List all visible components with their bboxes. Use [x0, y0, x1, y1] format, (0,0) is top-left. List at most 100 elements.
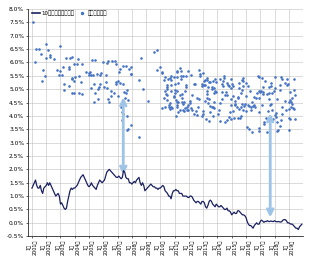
Point: [70, 75, 75, 80]
Point: [203, 117, 208, 121]
Point: [261, 90, 266, 94]
Point: [285, 77, 290, 81]
Point: [272, 112, 277, 117]
Point: [198, 72, 203, 76]
Point: [213, 89, 218, 93]
Point: [278, 118, 283, 122]
Point: [243, 80, 248, 85]
Point: [236, 81, 241, 86]
Point: [290, 96, 294, 101]
Point: [240, 102, 245, 107]
Point: [269, 102, 274, 106]
Point: [186, 69, 191, 73]
Point: [116, 79, 121, 83]
Point: [221, 84, 226, 88]
Point: [90, 58, 95, 62]
Point: [187, 99, 192, 103]
Point: [119, 105, 124, 109]
Point: [237, 116, 242, 120]
Point: [105, 97, 110, 102]
Point: [47, 55, 52, 59]
Point: [115, 94, 120, 98]
Point: [175, 89, 180, 93]
Point: [264, 116, 268, 120]
Point: [185, 108, 190, 112]
Point: [178, 74, 183, 78]
Point: [270, 108, 275, 112]
Point: [189, 93, 194, 97]
Point: [246, 104, 251, 108]
Point: [268, 80, 273, 85]
Point: [288, 105, 293, 110]
Point: [165, 98, 170, 102]
Point: [235, 105, 240, 109]
Point: [173, 82, 178, 86]
Point: [228, 96, 233, 101]
Point: [83, 70, 88, 74]
Point: [168, 78, 173, 82]
Point: [206, 101, 211, 105]
Point: [183, 106, 188, 111]
Point: [274, 120, 279, 124]
Point: [165, 86, 170, 91]
Point: [200, 112, 205, 116]
Point: [239, 78, 244, 82]
Point: [194, 96, 199, 101]
Point: [252, 103, 257, 107]
Point: [221, 79, 226, 83]
Point: [159, 71, 164, 75]
Point: [287, 98, 292, 102]
Point: [292, 107, 297, 111]
Point: [239, 88, 244, 92]
Point: [230, 94, 235, 98]
Point: [195, 113, 200, 117]
Point: [109, 59, 114, 63]
Point: [42, 74, 47, 78]
Point: [259, 103, 264, 107]
Point: [179, 77, 184, 81]
Point: [98, 73, 103, 78]
Point: [254, 91, 259, 95]
Point: [129, 72, 134, 76]
Point: [288, 90, 293, 94]
Point: [95, 97, 100, 101]
Point: [246, 127, 251, 131]
Point: [71, 91, 76, 95]
Point: [146, 99, 151, 103]
Point: [238, 91, 243, 96]
Point: [162, 78, 166, 82]
Point: [207, 119, 212, 123]
Point: [97, 85, 102, 89]
Point: [175, 105, 180, 109]
Point: [199, 113, 204, 118]
Point: [109, 94, 114, 99]
Point: [204, 96, 209, 100]
Point: [124, 128, 129, 133]
Point: [214, 90, 219, 94]
Point: [106, 58, 111, 63]
Point: [264, 130, 269, 134]
Point: [249, 130, 254, 134]
Point: [74, 62, 79, 67]
Point: [287, 117, 292, 122]
Point: [216, 107, 221, 112]
Point: [204, 89, 209, 93]
Point: [196, 97, 201, 102]
Point: [165, 93, 170, 97]
Point: [245, 125, 250, 129]
Point: [60, 73, 64, 77]
Point: [218, 101, 223, 105]
Point: [62, 88, 67, 92]
Point: [167, 101, 172, 105]
Point: [187, 101, 192, 105]
Point: [80, 62, 85, 66]
Point: [223, 120, 228, 124]
Point: [55, 68, 60, 72]
Point: [180, 108, 185, 113]
Point: [169, 105, 174, 109]
Point: [61, 82, 66, 86]
Point: [258, 90, 263, 94]
Point: [161, 96, 166, 100]
Point: [76, 57, 81, 61]
Point: [174, 103, 179, 107]
